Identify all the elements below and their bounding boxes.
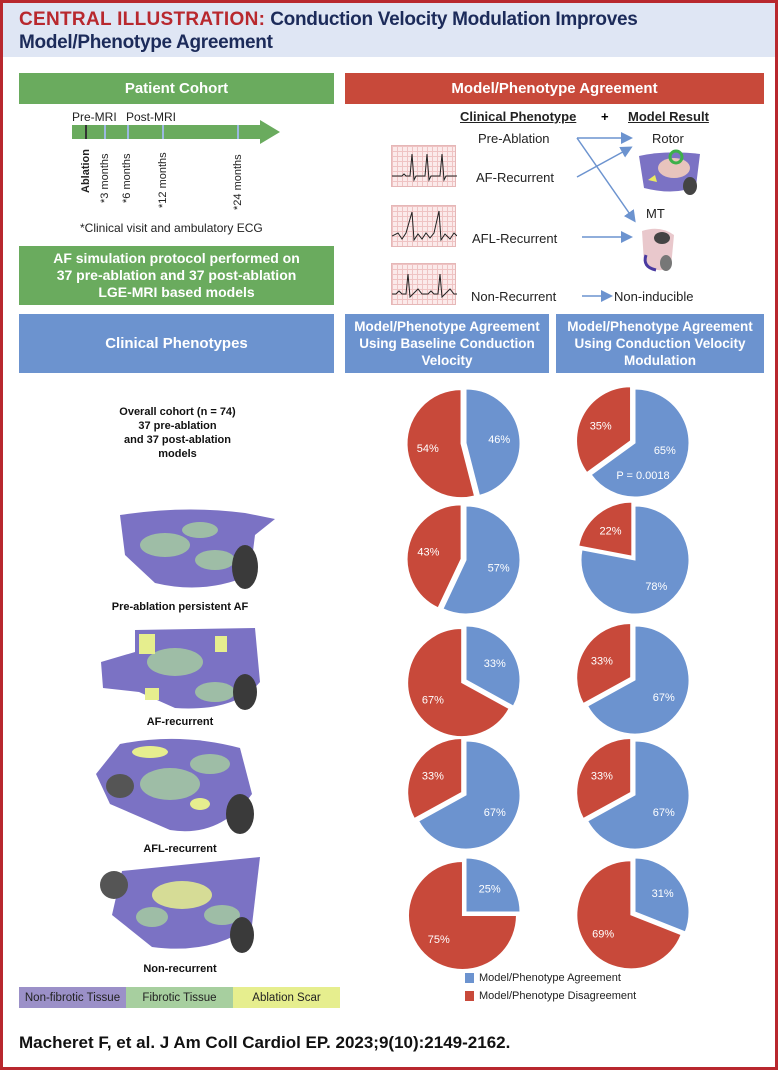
disagreement-slice bbox=[576, 622, 632, 705]
legend-non-fibrotic-label: Non-fibrotic Tissue bbox=[24, 991, 121, 1004]
disagreement-swatch bbox=[465, 991, 474, 1001]
disagreement-percent-label: 22% bbox=[599, 525, 621, 537]
disagreement-percent-label: 33% bbox=[591, 770, 613, 782]
phenotype-afl-recurrent: AFL-Recurrent bbox=[472, 231, 558, 246]
agreement-percent-label: 67% bbox=[653, 807, 675, 819]
atrial-model-non-recurrent bbox=[100, 857, 260, 953]
agreement-swatch bbox=[465, 973, 474, 983]
timepoint-6-months: *6 months bbox=[121, 153, 133, 203]
agreement-percent-label: 67% bbox=[653, 692, 675, 704]
disagreement-slice bbox=[576, 737, 632, 820]
agreement-slice bbox=[580, 505, 690, 615]
atrial-model-afl-recurrent bbox=[96, 738, 254, 834]
phenotype-af-recurrent: AF-Recurrent bbox=[476, 170, 555, 185]
patient-cohort-header: Patient Cohort bbox=[19, 73, 334, 104]
legend-ablation-scar-label: Ablation Scar bbox=[252, 991, 321, 1004]
agreement-percent-label: 46% bbox=[488, 434, 510, 446]
timepoint-3-months: *3 months bbox=[99, 153, 111, 203]
disagreement-percent-label: 35% bbox=[590, 421, 612, 433]
result-non-inducible: Non-inducible bbox=[614, 289, 694, 304]
result-rotor: Rotor bbox=[652, 131, 684, 146]
mapping-arrows bbox=[576, 132, 636, 302]
disagreement-percent-label: 69% bbox=[592, 929, 614, 941]
agreement-header: Model/Phenotype Agreement bbox=[345, 73, 764, 104]
disagreement-percent-label: 75% bbox=[428, 934, 450, 946]
legend-agreement: Model/Phenotype Agreement bbox=[465, 972, 621, 984]
agreement-slice bbox=[465, 625, 521, 707]
legend-disagreement-label: Model/Phenotype Disagreement bbox=[479, 990, 637, 1002]
model-result-heading: Model Result bbox=[628, 109, 709, 124]
rotor-model-image bbox=[639, 149, 700, 195]
disagreement-percent-label: 43% bbox=[417, 547, 439, 559]
legend-fibrotic: Fibrotic Tissue bbox=[126, 987, 233, 1008]
disagreement-slice bbox=[578, 501, 633, 557]
agreement-slice bbox=[465, 857, 521, 913]
footnote: *Clinical visit and ambulatory ECG bbox=[80, 221, 263, 235]
pre-mri-label: Pre-MRI bbox=[72, 110, 117, 124]
atrial-model-pre-ablation bbox=[120, 509, 275, 589]
legend-ablation-scar: Ablation Scar bbox=[233, 987, 340, 1008]
agreement-percent-label: 78% bbox=[645, 581, 667, 593]
row-label-pre-ablation: Pre-ablation persistent AF bbox=[111, 601, 249, 613]
agreement-slice bbox=[586, 625, 690, 735]
agreement-percent-label: 57% bbox=[488, 562, 510, 574]
agreement-slice bbox=[590, 388, 690, 498]
agreement-percent-label: 33% bbox=[484, 658, 506, 670]
disagreement-percent-label: 33% bbox=[591, 655, 613, 667]
ecg-afl-trace bbox=[391, 205, 458, 247]
agreement-slice bbox=[634, 857, 690, 933]
agreement-slice bbox=[465, 388, 521, 496]
title-text: Conduction Velocity Modulation Improves … bbox=[19, 9, 638, 53]
disagreement-percent-label: 33% bbox=[422, 770, 444, 782]
ecg-af-trace bbox=[391, 145, 457, 187]
simulation-protocol-box: AF simulation protocol performed on 37 p… bbox=[19, 246, 334, 305]
phenotype-non-recurrent: Non-Recurrent bbox=[471, 289, 557, 304]
agreement-percent-label: 67% bbox=[484, 807, 506, 819]
timepoint-24-months: *24 months bbox=[232, 154, 244, 210]
clinical-phenotype-heading: Clinical Phenotype bbox=[460, 109, 577, 124]
phenotype-pre-ablation: Pre-Ablation bbox=[478, 131, 550, 146]
agreement-percent-label: 65% bbox=[654, 445, 676, 457]
citation: Macheret F, et al. J Am Coll Cardiol EP.… bbox=[19, 1033, 511, 1052]
baseline-cv-header: Model/Phenotype Agreement Using Baseline… bbox=[345, 314, 549, 373]
timepoint-ablation: Ablation bbox=[80, 149, 92, 193]
agreement-percent-label: 31% bbox=[652, 888, 674, 900]
disagreement-percent-label: 67% bbox=[422, 695, 444, 707]
disagreement-slice bbox=[576, 860, 682, 970]
clinical-phenotypes-header: Clinical Phenotypes bbox=[19, 314, 334, 373]
disagreement-slice bbox=[407, 628, 510, 738]
mt-model-image bbox=[642, 228, 674, 272]
timepoint-12-months: *12 months bbox=[157, 152, 169, 208]
title-band bbox=[3, 3, 775, 57]
agreement-slice bbox=[586, 740, 690, 850]
plus-sign: + bbox=[601, 109, 609, 124]
result-mt: MT bbox=[646, 206, 665, 221]
row-label-af-recurrent: AF-recurrent bbox=[146, 716, 214, 728]
legend-disagreement: Model/Phenotype Disagreement bbox=[465, 990, 636, 1002]
row-label-overall: Overall cohort (n = 74) 37 pre-ablation … bbox=[119, 406, 236, 460]
agreement-slice bbox=[442, 505, 521, 615]
disagreement-slice bbox=[406, 504, 462, 609]
disagreement-slice bbox=[407, 861, 517, 971]
agreement-percent-label: 25% bbox=[479, 883, 501, 895]
disagreement-slice bbox=[576, 386, 632, 474]
disagreement-percent-label: 54% bbox=[417, 443, 439, 455]
disagreement-slice bbox=[407, 737, 463, 820]
row-label-afl-recurrent: AFL-recurrent bbox=[143, 843, 217, 855]
row-label-non-recurrent: Non-recurrent bbox=[143, 963, 217, 975]
agreement-pie-charts: 46% 54% 65% 35% P = 0.0018 57% 43% 78% 22% 33% 67%… bbox=[406, 386, 690, 971]
timeline-arrow bbox=[72, 120, 280, 144]
disagreement-slice bbox=[406, 389, 476, 499]
ecg-sinus-trace bbox=[391, 263, 457, 305]
legend-non-fibrotic: Non-fibrotic Tissue bbox=[19, 987, 126, 1008]
cv-modulation-header: Model/Phenotype Agreement Using Conducti… bbox=[556, 314, 764, 373]
legend-agreement-label: Model/Phenotype Agreement bbox=[479, 972, 621, 984]
p-value-label: P = 0.0018 bbox=[616, 470, 669, 482]
title-lead: CENTRAL ILLUSTRATION: bbox=[19, 9, 266, 30]
atrial-model-af-recurrent bbox=[101, 628, 260, 710]
figure-title: CENTRAL ILLUSTRATION: Conduction Velocit… bbox=[19, 8, 764, 54]
post-mri-label: Post-MRI bbox=[126, 110, 177, 124]
agreement-slice bbox=[417, 740, 521, 850]
legend-fibrotic-label: Fibrotic Tissue bbox=[142, 991, 217, 1004]
